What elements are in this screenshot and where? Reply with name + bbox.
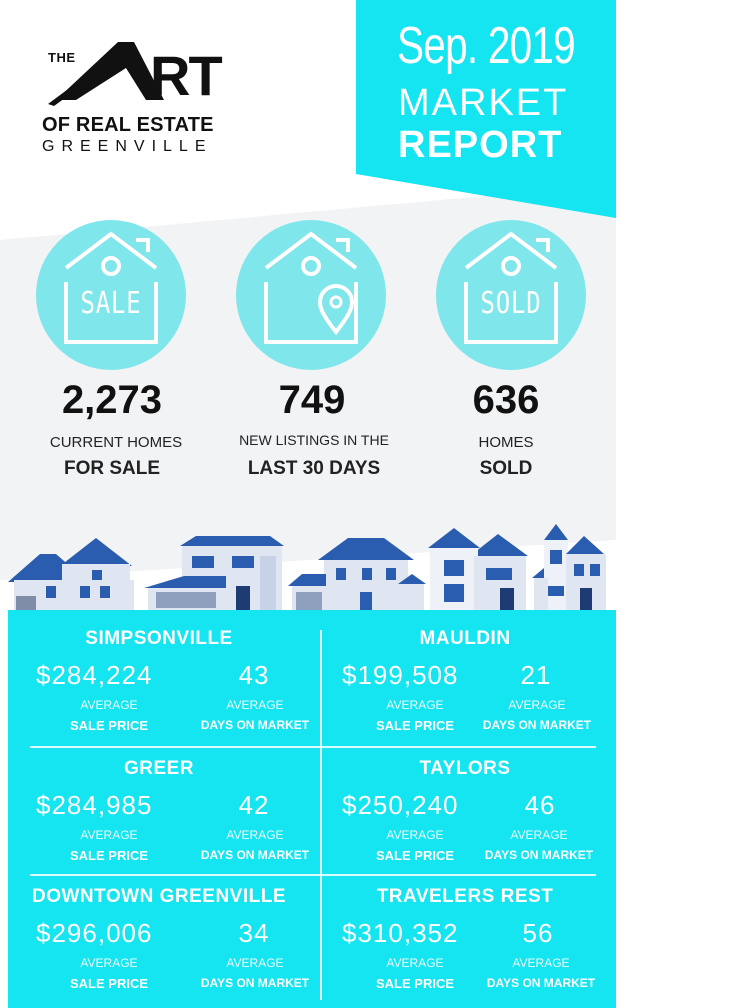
area-average-sale-price: $284,985	[36, 790, 153, 820]
house-illustration	[532, 524, 606, 610]
area-name: DOWNTOWN GREENVILLE	[31, 886, 287, 907]
sale-icon-word: SALE	[80, 286, 142, 321]
stat-homes-sold-label2: SOLD	[479, 458, 533, 479]
label-average: AVERAGE	[80, 956, 138, 970]
label-average: AVERAGE	[226, 698, 284, 712]
area-average-sale-price: $296,006	[36, 918, 153, 948]
label-sale-price: SALE PRICE	[375, 848, 454, 863]
area-average-sale-price: $284,224	[36, 660, 153, 690]
sold-icon-word: SOLD	[480, 286, 542, 321]
label-days-on-market: DAYS ON MARKET	[200, 718, 310, 732]
label-average: AVERAGE	[512, 956, 570, 970]
area-days-on-market: 56	[522, 918, 554, 948]
house-illustration	[8, 538, 134, 610]
area-days-on-market: 46	[524, 790, 556, 820]
label-average: AVERAGE	[226, 828, 284, 842]
report-banner: Sep. 2019 MARKET REPORT	[356, 0, 616, 218]
report-date: Sep. 2019	[397, 17, 576, 75]
label-average: AVERAGE	[80, 698, 138, 712]
stat-homes-sold-number: 636	[472, 378, 540, 422]
area-name: TRAVELERS REST	[376, 886, 554, 907]
label-days-on-market: DAYS ON MARKET	[482, 718, 592, 732]
label-days-on-market: DAYS ON MARKET	[200, 848, 310, 862]
area-days-on-market: 21	[520, 660, 552, 690]
area-card-downtown-greenville: DOWNTOWN GREENVILLE $296,006 34 AVERAGE …	[14, 868, 309, 996]
logo-city: GREENVILLE	[42, 138, 213, 155]
label-sale-price: SALE PRICE	[69, 718, 148, 733]
label-sale-price: SALE PRICE	[69, 848, 148, 863]
houses-illustration	[8, 524, 606, 610]
company-logo: THE RT OF REAL ESTATE GREENVILLE	[38, 38, 248, 158]
area-card-travelers-rest: TRAVELERS REST $310,352 56 AVERAGE SALE …	[320, 868, 610, 996]
banner-shape	[356, 0, 616, 218]
house-location-icon	[236, 220, 386, 370]
area-name: MAULDIN	[419, 628, 511, 649]
roof-a-logo-icon	[48, 42, 164, 106]
grid-divider	[30, 874, 596, 876]
stat-current-homes-label1: CURRENT HOMES	[49, 434, 183, 451]
label-days-on-market: DAYS ON MARKET	[486, 976, 596, 990]
area-days-on-market: 42	[238, 790, 270, 820]
report-title-line1: MARKET	[398, 82, 569, 124]
stat-current-homes-label2: FOR SALE	[63, 458, 161, 479]
label-average: AVERAGE	[386, 698, 444, 712]
label-sale-price: SALE PRICE	[69, 976, 148, 991]
house-illustration	[428, 528, 528, 610]
area-days-on-market: 43	[238, 660, 270, 690]
label-average: AVERAGE	[386, 956, 444, 970]
grid-divider	[30, 746, 596, 748]
stat-new-listings-label1: NEW LISTINGS IN THE	[239, 432, 389, 448]
area-average-sale-price: $310,352	[342, 918, 459, 948]
house-pin-icon	[264, 231, 358, 344]
house-illustration	[144, 536, 284, 610]
area-days-on-market: 34	[238, 918, 270, 948]
label-average: AVERAGE	[510, 828, 568, 842]
house-outline-icon	[464, 231, 558, 344]
label-days-on-market: DAYS ON MARKET	[484, 848, 594, 862]
report-title-line2: REPORT	[398, 124, 563, 166]
logo-the: THE	[48, 50, 76, 65]
label-days-on-market: DAYS ON MARKET	[200, 976, 310, 990]
stat-homes-sold-label1: HOMES	[478, 434, 534, 451]
grid-vertical-divider	[320, 630, 322, 1000]
area-name: GREER	[123, 758, 195, 779]
area-card-taylors: TAYLORS $250,240 46 AVERAGE SALE PRICE A…	[320, 740, 610, 868]
logo-art-letters: RT	[150, 44, 223, 107]
stat-new-listings-label2: LAST 30 DAYS	[247, 458, 381, 479]
area-stats-grid: SIMPSONVILLE $284,224 43 AVERAGE SALE PR…	[8, 610, 616, 1008]
house-illustration	[288, 538, 426, 610]
area-name: SIMPSONVILLE	[85, 628, 233, 649]
logo-tagline: OF REAL ESTATE	[42, 114, 214, 136]
label-average: AVERAGE	[386, 828, 444, 842]
label-sale-price: SALE PRICE	[375, 976, 454, 991]
area-card-simpsonville: SIMPSONVILLE $284,224 43 AVERAGE SALE PR…	[14, 610, 309, 738]
area-average-sale-price: $199,508	[342, 660, 459, 690]
stat-current-homes-number: 2,273	[61, 378, 163, 422]
house-sold-icon: SOLD	[436, 220, 586, 370]
house-sale-icon: SALE	[36, 220, 186, 370]
label-average: AVERAGE	[226, 956, 284, 970]
market-report-flyer: THE RT OF REAL ESTATE GREENVILLE Sep. 20…	[0, 0, 616, 1008]
label-sale-price: SALE PRICE	[375, 718, 454, 733]
area-card-mauldin: MAULDIN $199,508 21 AVERAGE SALE PRICE A…	[320, 610, 610, 738]
area-name: TAYLORS	[419, 758, 511, 779]
area-average-sale-price: $250,240	[342, 790, 459, 820]
stat-new-listings-number: 749	[278, 378, 346, 422]
label-average: AVERAGE	[80, 828, 138, 842]
label-average: AVERAGE	[508, 698, 566, 712]
area-card-greer: GREER $284,985 42 AVERAGE SALE PRICE AVE…	[14, 740, 309, 868]
house-outline-icon	[64, 231, 158, 344]
